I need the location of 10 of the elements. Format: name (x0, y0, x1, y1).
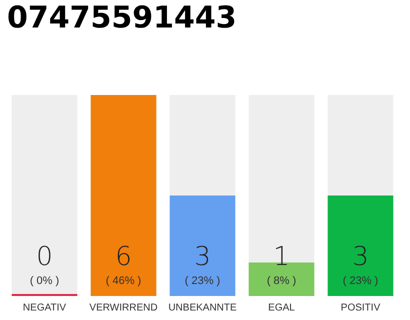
data-label: 0 ( 0% ) (30, 242, 60, 287)
x-tick-label: VERWIRREND (89, 302, 158, 314)
chart-title: 07475591443 (7, 0, 237, 36)
x-tick-label: POSITIV (340, 302, 381, 314)
data-label: 6 ( 46% ) (106, 242, 142, 287)
data-label: 3 ( 23% ) (342, 242, 378, 287)
x-tick-label: NEGATIV (22, 302, 66, 314)
x-tick-label: EGAL (268, 302, 296, 314)
data-label: 3 ( 23% ) (184, 242, 220, 287)
x-tick-label: UNBEKANNTE (168, 302, 237, 314)
